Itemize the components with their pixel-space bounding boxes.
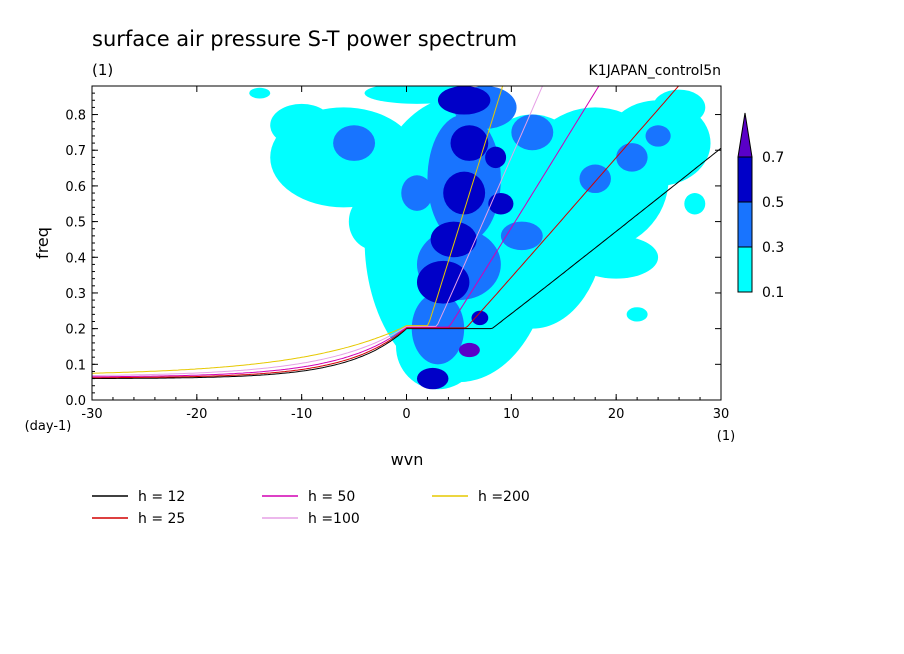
x-axis-label: wvn xyxy=(391,450,424,469)
contour-blob xyxy=(490,282,554,318)
contour-blob xyxy=(401,175,433,211)
x-tick-label: -10 xyxy=(291,407,312,422)
colorbar-segment xyxy=(737,246,753,293)
dispersion-curve xyxy=(92,86,504,374)
x-tick-label: 30 xyxy=(713,407,730,422)
dispersion-curve xyxy=(92,147,721,379)
contour-blob xyxy=(488,193,514,215)
colorbar-segment xyxy=(737,156,753,203)
y-tick-label: 0.8 xyxy=(65,109,86,124)
y-tick-label: 0.6 xyxy=(65,180,86,195)
y-tick-label: 0.1 xyxy=(65,358,86,373)
colorbar-label: 0.3 xyxy=(762,240,784,256)
colorbar-arrow xyxy=(737,112,753,158)
x-tick-label: 0 xyxy=(402,407,410,422)
legend: h = 12 h = 25 h = 50 h =100 h =200 xyxy=(92,489,530,527)
x-tick-label: -20 xyxy=(186,407,207,422)
x-unit-label: (1) xyxy=(717,429,735,444)
contour-blob xyxy=(626,307,648,322)
chart-subtitle-right: K1JAPAN_control5n xyxy=(589,63,721,79)
contour-blob xyxy=(348,193,402,251)
colorbar-label: 0.7 xyxy=(762,150,784,166)
contour-blob xyxy=(333,125,376,161)
contour-blob xyxy=(500,221,543,251)
dispersion-curve xyxy=(92,86,544,376)
colorbar: 0.1 0.3 0.5 0.7 xyxy=(737,112,784,301)
contour-blob xyxy=(485,146,507,169)
contour-blob xyxy=(471,310,489,326)
y-unit-label: (day-1) xyxy=(25,419,72,434)
dispersion-curves xyxy=(92,86,721,379)
contour-blob xyxy=(416,367,449,390)
x-tick-label: -30 xyxy=(81,407,102,422)
y-tick-label: 0.3 xyxy=(65,287,86,302)
legend-label: h = 50 xyxy=(308,489,355,505)
contour-blob xyxy=(430,221,477,258)
y-tick-label: 0.7 xyxy=(65,144,86,159)
legend-label: h =100 xyxy=(308,511,360,527)
chart-subtitle-left: (1) xyxy=(92,61,113,79)
legend-label: h = 25 xyxy=(138,511,185,527)
contour-blob xyxy=(511,114,554,151)
dispersion-curve xyxy=(92,86,600,378)
contour-blob xyxy=(684,193,706,215)
legend-label: h = 12 xyxy=(138,489,185,505)
colorbar-segment xyxy=(737,201,753,248)
y-axis: 0.0 0.1 0.2 0.3 0.4 0.5 0.6 0.7 0.8 xyxy=(65,85,721,409)
chart-title: surface air pressure S-T power spectrum xyxy=(92,27,517,51)
y-tick-label: 0.0 xyxy=(65,394,86,409)
dispersion-curve xyxy=(92,86,680,379)
y-tick-label: 0.2 xyxy=(65,323,86,338)
contour-blob xyxy=(458,342,480,358)
y-axis-label: freq xyxy=(33,227,52,259)
contour-blob xyxy=(645,125,671,147)
contour-blob xyxy=(249,87,271,99)
contour-blob xyxy=(652,89,706,126)
contour-blob xyxy=(450,125,489,161)
contour-blob xyxy=(416,260,470,304)
x-tick-label: 20 xyxy=(608,407,625,422)
legend-label: h =200 xyxy=(478,489,530,505)
contour-blob xyxy=(574,235,659,279)
contour-field xyxy=(249,86,711,390)
y-tick-label: 0.4 xyxy=(65,251,86,266)
contour-blob xyxy=(437,86,491,115)
contour-blob xyxy=(563,203,606,240)
colorbar-label: 0.1 xyxy=(762,285,784,301)
contour-blob xyxy=(616,143,648,172)
colorbar-label: 0.5 xyxy=(762,195,784,211)
contour-blob xyxy=(443,171,486,215)
y-tick-label: 0.5 xyxy=(65,216,86,231)
x-tick-label: 10 xyxy=(503,407,520,422)
contour-blob xyxy=(579,164,611,194)
contour-blob xyxy=(270,103,334,147)
